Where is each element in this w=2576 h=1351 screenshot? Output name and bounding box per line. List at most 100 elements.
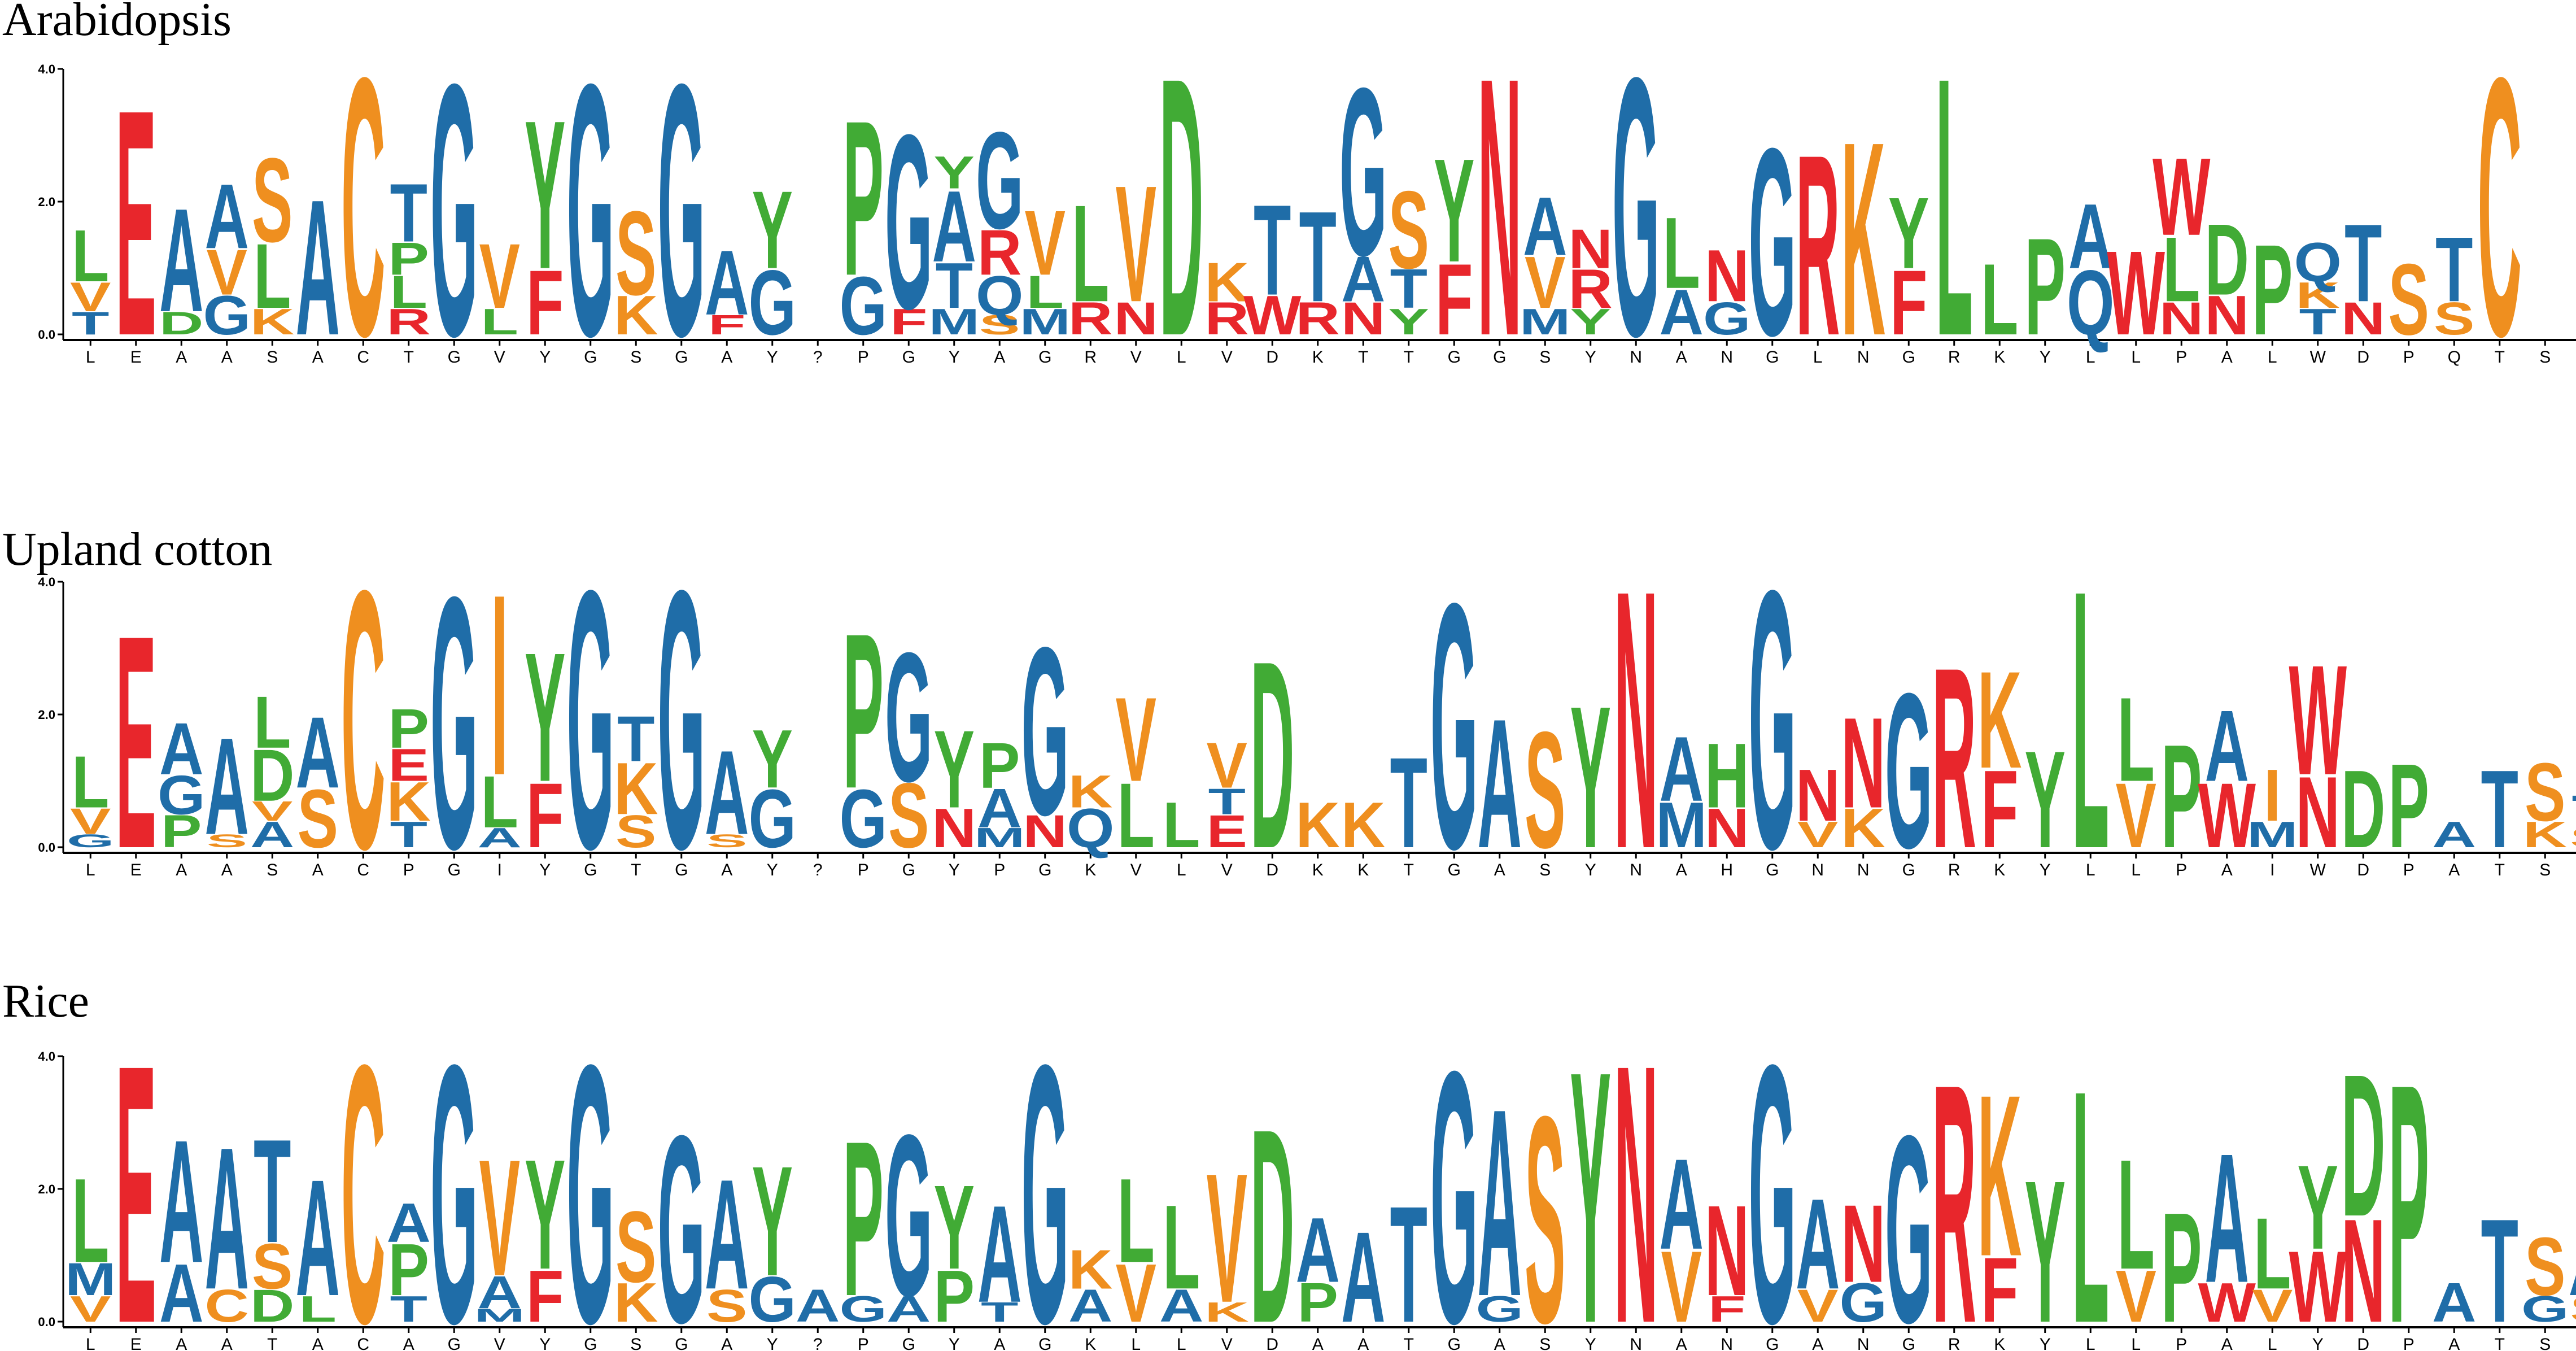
position-label: N [1857, 348, 1870, 367]
position-label: K [1085, 861, 1096, 879]
position-label: N [1721, 1335, 1733, 1351]
logo-letter-v: V [1207, 729, 1247, 801]
position-label: R [1948, 1335, 1961, 1351]
logo-letter-d: D [159, 306, 203, 342]
logo-letter-t: T [254, 1109, 291, 1274]
position-label: G [1766, 1335, 1779, 1351]
logo-letter-w: W [2198, 1271, 2256, 1333]
logo-letter-s: S [2525, 746, 2565, 839]
position-label: L [1131, 1335, 1141, 1351]
logo-letter-k: K [1068, 1238, 1112, 1300]
logo-letter-l: L [481, 761, 518, 843]
logo-letter-g: G [658, 9, 705, 411]
position-label: G [1448, 348, 1461, 367]
logo-letter-p: P [2252, 217, 2293, 361]
position-label: Y [539, 348, 551, 367]
logo-letter-a: A [2205, 690, 2249, 803]
logo-letter-y: Y [1570, 664, 1611, 891]
logo-letter-l: L [299, 1288, 337, 1330]
logo-letter-g: G [1339, 38, 1387, 306]
position-label: S [1539, 1335, 1551, 1351]
logo-letter-n: N [2205, 284, 2249, 346]
y-tick-label: 4.0 [38, 575, 55, 589]
position-label: P [2176, 861, 2187, 879]
position-label: D [1266, 1335, 1278, 1351]
logo-letter-k: K [1205, 1297, 1250, 1328]
logo-letter-t: T [1390, 1172, 1427, 1351]
logo-letter-f: F [1890, 252, 1927, 354]
position-label: A [221, 1335, 233, 1351]
logo-letter-v: V [70, 1288, 111, 1330]
position-label: P [858, 348, 869, 367]
logo-letter-e: E [1207, 806, 1247, 857]
logo-letter-t: T [390, 814, 427, 855]
logo-letter-g: G [658, 1079, 705, 1351]
logo-letter-p: P [2025, 210, 2066, 364]
logo-letter-l: L [72, 741, 109, 823]
logo-letter-k: K [1341, 788, 1385, 861]
position-label: A [403, 1335, 414, 1351]
logo-letter-y: Y [752, 168, 793, 292]
logo-letter-e: E [116, 43, 156, 404]
logo-letter-v: V [70, 273, 111, 320]
position-label: A [994, 348, 1005, 367]
logo-letter-v: V [1025, 192, 1066, 294]
position-label: I [2270, 861, 2274, 879]
position-label: G [675, 348, 688, 367]
logo-letter-s: S [615, 806, 656, 857]
position-label: Y [2040, 348, 2051, 367]
position-label: P [858, 861, 869, 879]
logo-letter-p: P [843, 587, 884, 834]
logo-letter-t: T [1390, 730, 1427, 874]
logo-letter-s: S [298, 773, 338, 865]
logo-letter-g: G [2521, 1288, 2569, 1330]
position-label: C [357, 861, 369, 879]
logo-letter-l: L [2072, 514, 2109, 926]
logo-letter-f: F [1981, 1239, 2018, 1341]
logo-letter-s: S [1525, 698, 1565, 883]
logo-letter-c: C [341, 514, 385, 926]
position-label: ? [813, 348, 823, 367]
logo-letter-m: M [929, 301, 980, 342]
logo-letter-k: K [387, 770, 431, 833]
logo-letter-v: V [479, 225, 520, 328]
position-label: G [1766, 861, 1779, 879]
logo-letter-r: R [1296, 293, 1340, 345]
logo-letter-r: R [1205, 293, 1249, 345]
logo-letter-a: A [1478, 681, 1522, 887]
position-label: Y [949, 1335, 960, 1351]
logo-letter-l: L [1936, 1, 1973, 413]
position-label: Y [2040, 861, 2051, 879]
position-label: G [1448, 1335, 1461, 1351]
position-label: T [404, 348, 414, 367]
logo-letter-a: A [705, 725, 749, 860]
position-label: Y [1585, 348, 1596, 367]
logo-letter-g: G [1612, 1, 1660, 413]
position-label: A [176, 861, 187, 879]
position-label: G [675, 1335, 688, 1351]
logo-letter-y: Y [752, 1133, 793, 1309]
logo-letter-g: G [976, 104, 1023, 258]
logo-letter-w: W [1243, 284, 1302, 346]
position-label: S [267, 348, 278, 367]
position-label: N [1857, 1335, 1870, 1351]
position-label: G [584, 861, 597, 879]
position-label: A [2221, 1335, 2233, 1351]
position-label: L [2086, 1335, 2095, 1351]
position-label: G [584, 348, 597, 367]
y-tick-label: 4.0 [38, 62, 55, 76]
position-label: P [2403, 861, 2415, 879]
position-label: E [130, 861, 142, 879]
position-label: A [721, 1335, 732, 1351]
position-label: A [312, 861, 324, 879]
position-label: S [2539, 348, 2551, 367]
y-tick-label: 2.0 [38, 195, 55, 209]
position-label: R [1948, 348, 1961, 367]
logo-letter-l: L [254, 225, 291, 328]
position-label: R [1948, 861, 1961, 879]
position-label: G [1902, 1335, 1915, 1351]
position-label: V [1130, 348, 1142, 367]
position-label: D [2357, 348, 2369, 367]
